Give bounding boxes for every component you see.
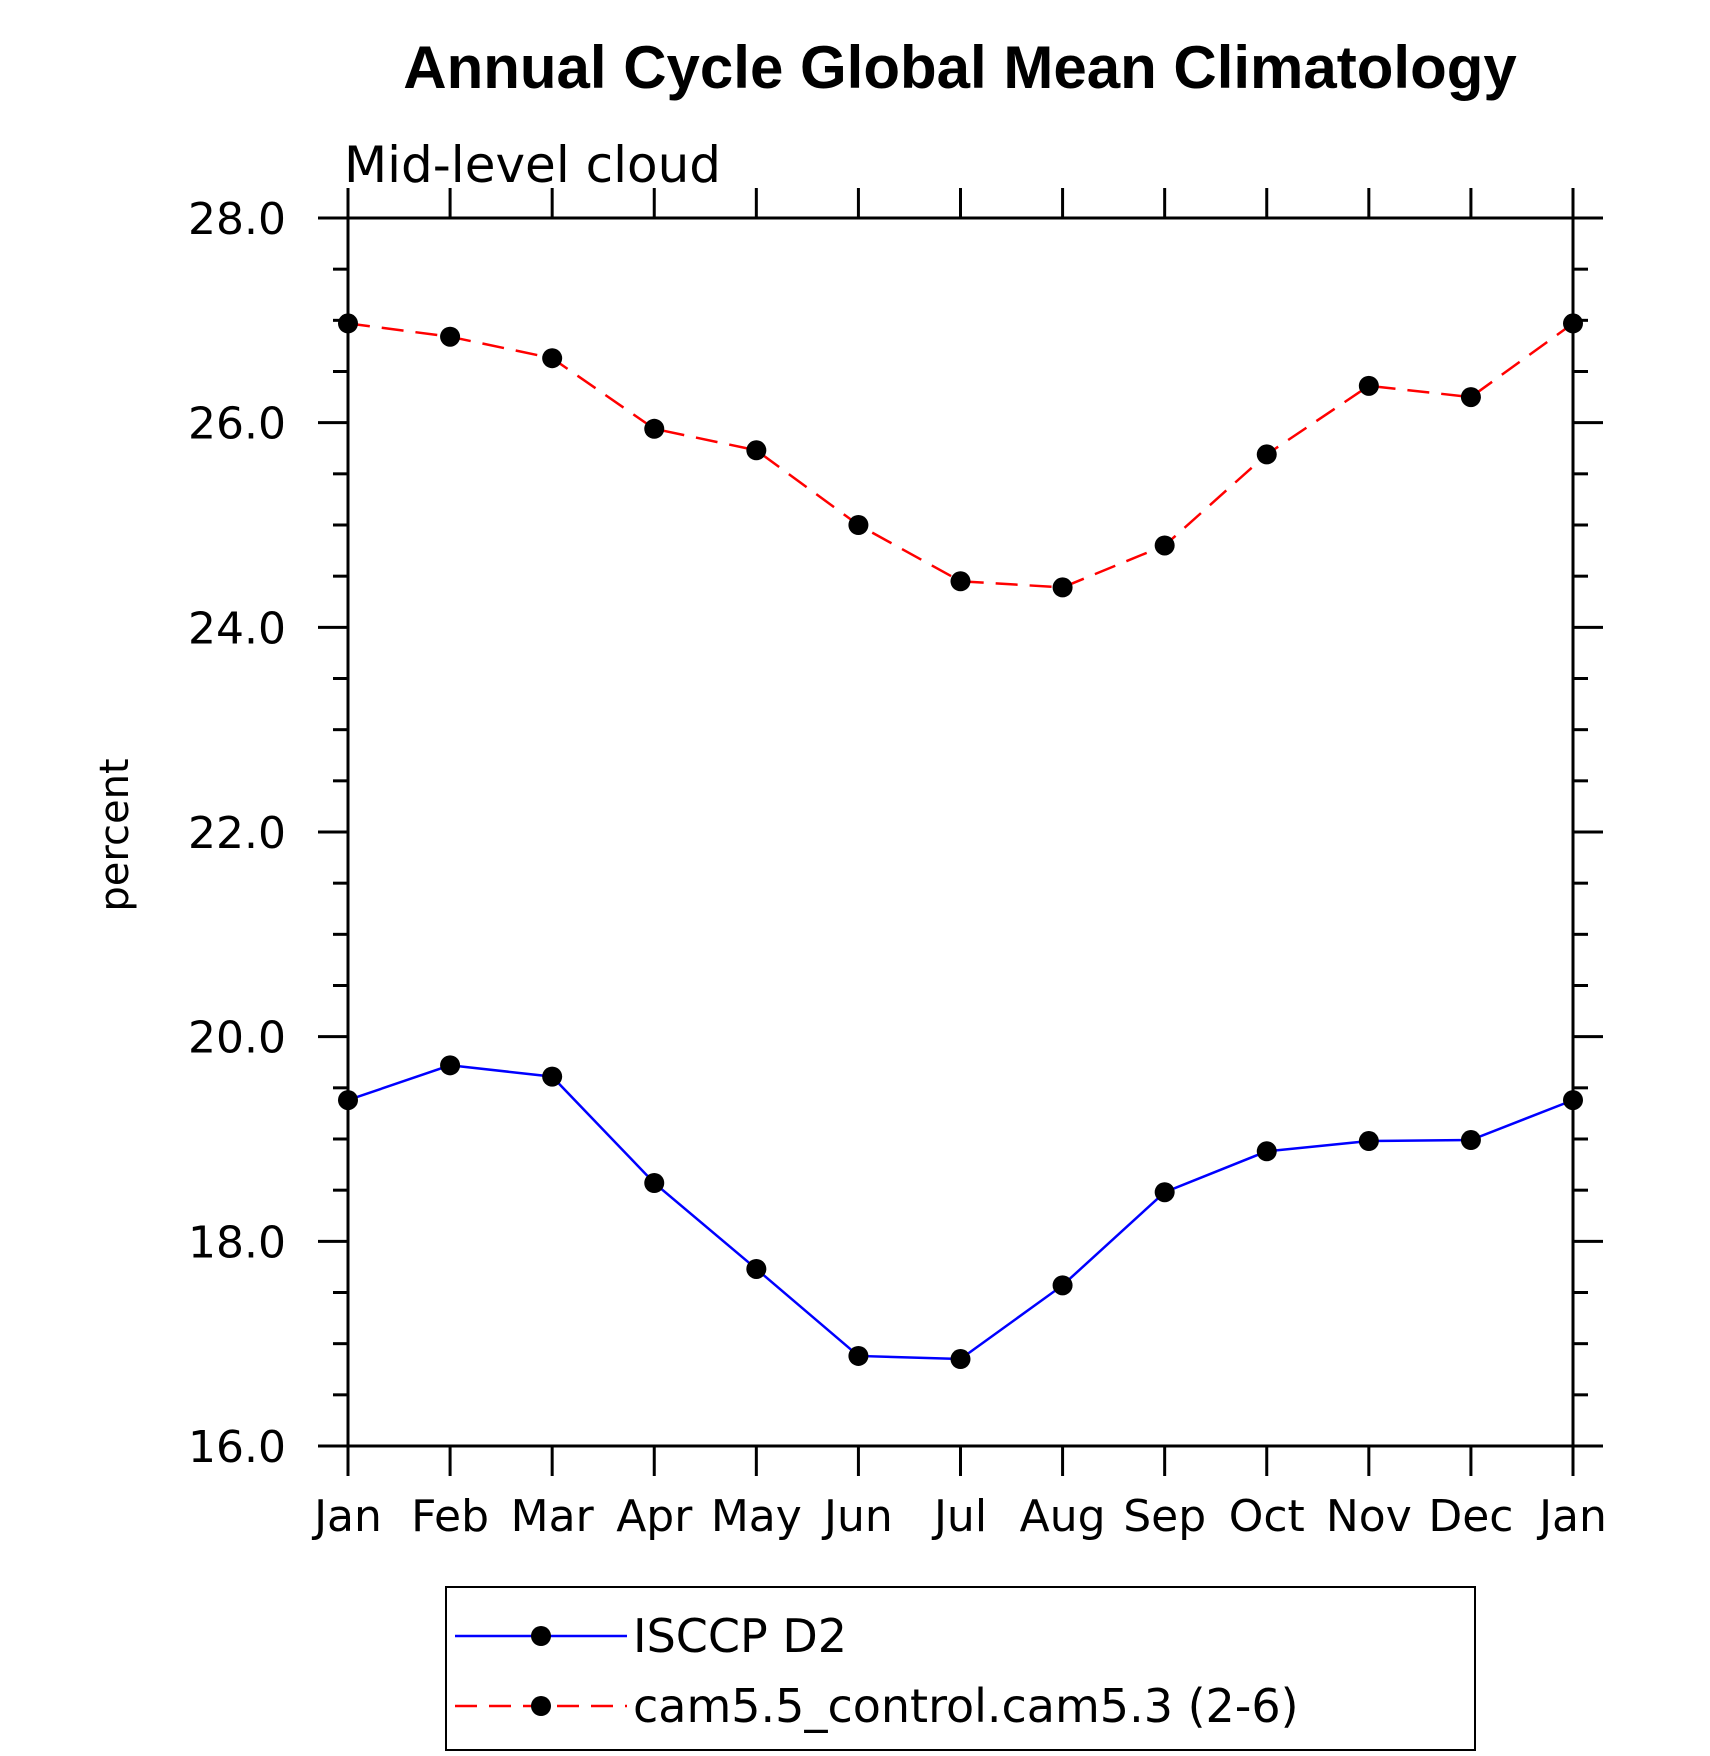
y-tick-label: 20.0 [188, 1013, 286, 1064]
data-point-marker [1358, 375, 1379, 396]
data-point-marker [1460, 1130, 1481, 1151]
data-point-marker [1256, 444, 1277, 465]
x-tick-label: Sep [1123, 1491, 1206, 1542]
data-point-marker [338, 1090, 358, 1111]
data-point-marker [1052, 1275, 1073, 1296]
data-point-marker [440, 1055, 461, 1076]
x-tick-label: Nov [1326, 1491, 1412, 1542]
data-point-marker [338, 313, 358, 334]
y-tick-label: 18.0 [188, 1217, 286, 1268]
y-tick-label: 24.0 [188, 603, 286, 654]
x-tick-label: Apr [616, 1491, 693, 1542]
data-point-marker [542, 1066, 563, 1087]
data-point-marker [1460, 387, 1481, 408]
data-point-marker [746, 440, 767, 461]
x-tick-label: Aug [1020, 1491, 1106, 1542]
x-tick-label: Jan [311, 1491, 382, 1542]
x-tick-label: Jun [821, 1491, 893, 1542]
data-point-marker [644, 1173, 665, 1194]
data-point-marker [542, 348, 563, 369]
data-point-marker [1154, 1182, 1175, 1203]
legend-box [445, 1586, 1476, 1751]
data-point-marker [1563, 1090, 1583, 1111]
plot-frame [346, 216, 1575, 1448]
legend-marker [531, 1626, 551, 1646]
data-point-marker [848, 515, 869, 535]
series-line-2 [347, 322, 1574, 589]
data-point-marker [950, 571, 971, 592]
legend-items: ISCCP D2 cam5.5_control.cam5.3 (2-6) [455, 1609, 1299, 1733]
axis-ticks: Jan Feb Mar Apr May Jun Jul Aug Sep Oct Nov Dec Jan 1… [188, 188, 1607, 1542]
x-tick-label: Dec [1428, 1491, 1513, 1542]
data-point-marker [1154, 535, 1175, 556]
x-tick-label: Jan [1536, 1491, 1607, 1542]
y-tick-label: 28.0 [188, 194, 286, 245]
y-tick-label: 16.0 [188, 1422, 286, 1473]
y-tick-label: 26.0 [188, 399, 286, 450]
data-point-marker [950, 1349, 971, 1370]
data-point-marker [1563, 313, 1583, 334]
data-point-marker [644, 418, 665, 439]
x-tick-label: Mar [511, 1491, 595, 1542]
legend-label: ISCCP D2 [633, 1609, 847, 1663]
data-point-marker [1052, 577, 1073, 598]
data-point-marker [1358, 1131, 1379, 1152]
series-layer [338, 313, 1583, 1370]
legend-label: cam5.5_control.cam5.3 (2-6) [633, 1679, 1299, 1733]
chart-title: Annual Cycle Global Mean Climatology [403, 34, 1517, 101]
data-point-marker [440, 326, 461, 347]
y-axis-label: percent [92, 758, 138, 911]
data-point-marker [746, 1258, 767, 1279]
y-tick-label: 22.0 [188, 808, 286, 859]
x-tick-label: May [711, 1491, 802, 1542]
data-point-marker [848, 1345, 869, 1366]
x-tick-label: Oct [1229, 1491, 1305, 1542]
chart-subtitle: Mid-level cloud [344, 136, 721, 194]
x-tick-label: Feb [411, 1491, 489, 1542]
series-line-1 [347, 1064, 1574, 1361]
data-point-marker [1256, 1141, 1277, 1162]
legend: ISCCP D2 cam5.5_control.cam5.3 (2-6) [445, 1586, 1476, 1751]
legend-marker [531, 1696, 551, 1716]
x-tick-label: Jul [931, 1491, 987, 1542]
